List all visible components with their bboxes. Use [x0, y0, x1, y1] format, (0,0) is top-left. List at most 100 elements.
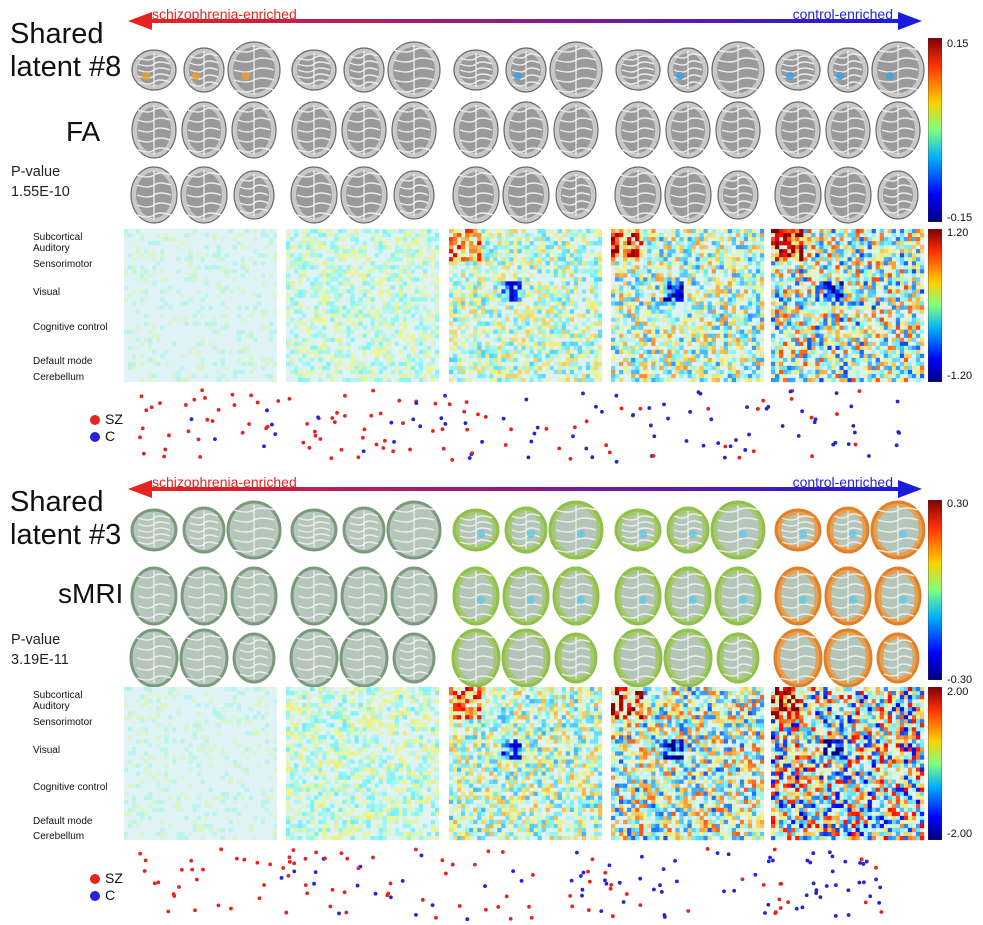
- sz-point: [835, 412, 839, 416]
- c-point: [652, 887, 656, 892]
- sz-point: [362, 427, 367, 432]
- brain-slice: [130, 508, 178, 552]
- c-point: [511, 869, 516, 874]
- brain-slice: [452, 566, 500, 626]
- c-point: [662, 915, 667, 919]
- c-point: [658, 883, 662, 888]
- sz-point: [378, 411, 383, 416]
- c-point: [763, 911, 767, 915]
- connectivity-matrix: [611, 687, 765, 841]
- brain-slice: [502, 566, 550, 626]
- sz-point: [863, 900, 868, 905]
- sz-point: [189, 858, 194, 863]
- brain-slice: [871, 41, 925, 99]
- latent-title-line1: Shared: [10, 18, 104, 50]
- c-point: [501, 416, 506, 421]
- sz-point: [138, 435, 142, 440]
- c-point: [846, 442, 851, 447]
- brain-slice: [131, 101, 177, 159]
- brain-slice: [553, 101, 599, 159]
- sz-point: [382, 438, 387, 443]
- sz-point: [201, 867, 205, 872]
- c-point: [696, 390, 701, 395]
- c-point: [580, 887, 585, 892]
- sz-point: [257, 896, 262, 901]
- sz-point: [483, 414, 488, 419]
- sz-point: [314, 850, 318, 855]
- sz-point: [292, 861, 297, 866]
- sz-point: [386, 891, 391, 896]
- brain-slice: [453, 49, 499, 91]
- brain-slice: [340, 166, 388, 224]
- scatter-points: [138, 847, 884, 922]
- sz-point: [434, 915, 438, 920]
- c-point: [877, 900, 882, 905]
- c-point: [265, 408, 269, 413]
- network-label-cognitive-control: Cognitive control: [33, 322, 108, 333]
- c-point: [443, 422, 448, 426]
- sz-point: [737, 455, 742, 460]
- sz-point: [441, 446, 446, 451]
- network-label-cerebellum: Cerebellum: [33, 372, 85, 383]
- c-point: [580, 893, 584, 898]
- brain-slice: [876, 632, 920, 684]
- c-point: [414, 912, 418, 917]
- c-point: [830, 869, 835, 874]
- c-point: [313, 870, 318, 875]
- c-point: [621, 900, 626, 904]
- c-point: [607, 863, 612, 868]
- sz-point: [152, 881, 157, 886]
- sz-point: [440, 858, 445, 863]
- sz-point: [219, 847, 224, 852]
- c-point: [895, 399, 900, 404]
- brain-slice: [390, 566, 438, 626]
- c-point: [846, 913, 851, 917]
- c-point: [709, 417, 714, 422]
- c-point: [796, 433, 801, 438]
- c-point: [833, 440, 838, 445]
- c-point: [834, 883, 838, 888]
- c-point: [575, 850, 579, 855]
- sz-point: [143, 858, 148, 863]
- c-point: [414, 401, 419, 406]
- c-point: [800, 905, 805, 910]
- c-point: [768, 855, 772, 860]
- brain-slice: [505, 47, 547, 93]
- sz-point: [329, 456, 334, 461]
- matrix-colorbar-max: 2.00: [947, 686, 969, 698]
- sz-point: [255, 860, 260, 865]
- sz-point: [156, 880, 161, 885]
- sz-point: [240, 430, 245, 435]
- connectivity-matrices: [124, 687, 925, 841]
- sz-point: [483, 907, 488, 912]
- matrix-colorbar: [928, 687, 942, 840]
- c-point: [764, 406, 769, 411]
- sz-point: [584, 419, 589, 424]
- c-point: [439, 416, 444, 421]
- c-point: [851, 424, 856, 428]
- arrow-left-label: schizophrenia-enriched: [152, 6, 297, 22]
- c-point: [745, 405, 749, 410]
- sz-point: [638, 406, 643, 411]
- c-point: [467, 456, 472, 460]
- sz-point: [203, 396, 207, 400]
- brain-slice: [386, 500, 442, 560]
- c-point: [590, 455, 595, 460]
- sz-point: [476, 412, 480, 417]
- sz-point: [590, 857, 595, 862]
- brain-colorbar-max: 0.15: [947, 38, 969, 50]
- sz-point: [232, 403, 237, 408]
- brain-slice: [451, 628, 501, 688]
- latent-title-line2: latent #3: [10, 519, 122, 551]
- c-point: [292, 869, 297, 874]
- sz-point: [360, 435, 365, 440]
- sz-point: [328, 904, 333, 909]
- sz-point: [371, 388, 376, 393]
- c-point: [800, 409, 805, 414]
- brain-slice: [233, 170, 275, 220]
- c-point: [600, 409, 604, 414]
- sz-point: [190, 867, 195, 872]
- c-point: [213, 437, 217, 442]
- sz-point: [420, 897, 425, 902]
- c-point: [279, 876, 284, 880]
